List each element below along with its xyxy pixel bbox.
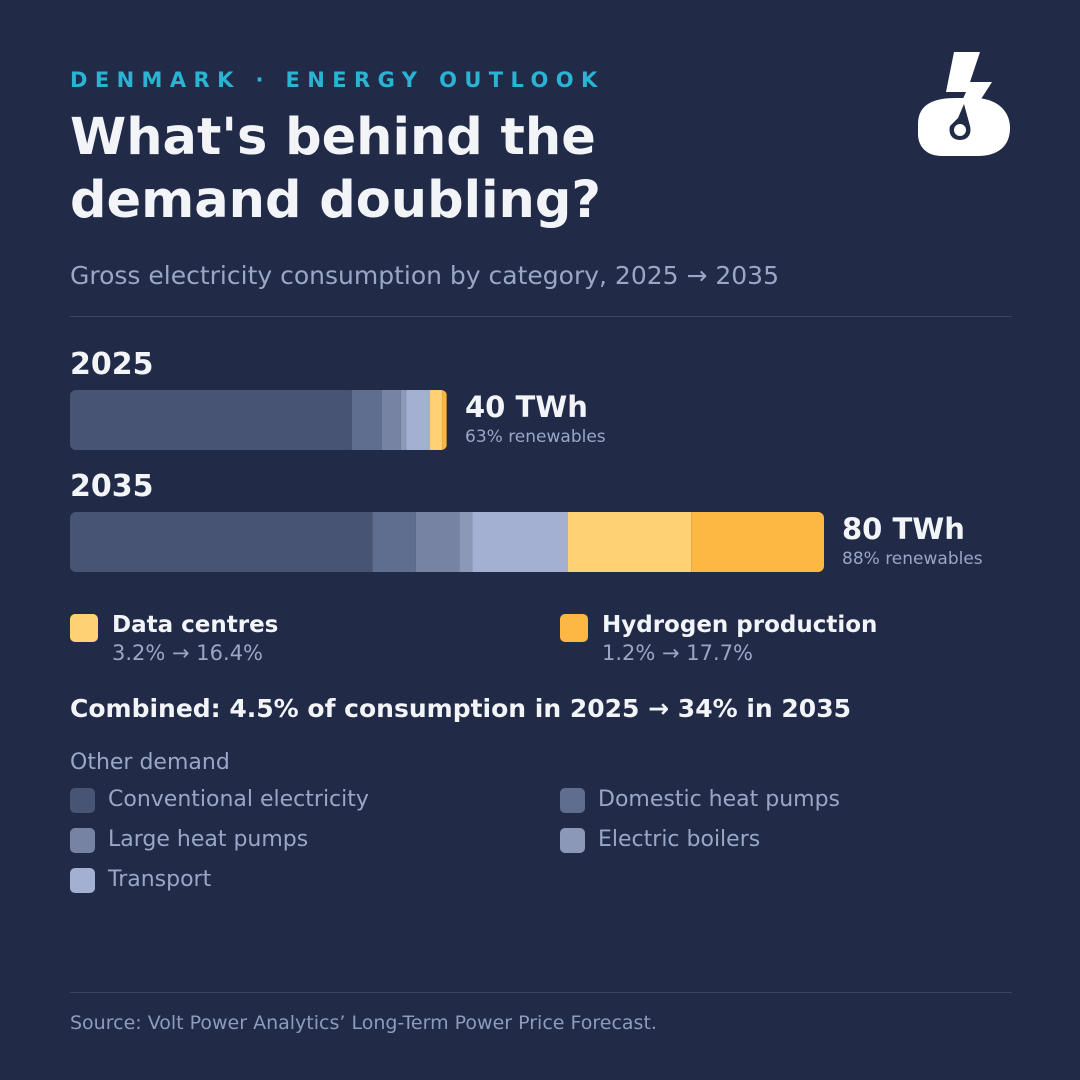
bar-segment-domestic-heat-pumps-2025 bbox=[351, 390, 382, 450]
bar-segment-hydrogen-production-2035 bbox=[691, 512, 824, 572]
legend-swatch-transport bbox=[70, 868, 95, 893]
legend-label-transport: Transport bbox=[108, 867, 212, 892]
bar-segment-large-heat-pumps-2035 bbox=[415, 512, 460, 572]
legend-swatch-hydrogen-production bbox=[560, 614, 588, 642]
bar-2035 bbox=[70, 512, 824, 572]
legend-change-hydrogen-production: 1.2% → 17.7% bbox=[602, 641, 754, 665]
total-label-2035: 80 TWh bbox=[842, 512, 965, 546]
legend-swatch-conventional-electricity bbox=[70, 788, 95, 813]
bar-segment-data-centres-2025 bbox=[430, 390, 443, 450]
legend-label-conventional-electricity: Conventional electricity bbox=[108, 787, 369, 812]
bar-2025 bbox=[70, 390, 447, 450]
bar-segment-hydrogen-production-2025 bbox=[442, 390, 447, 450]
bar-segment-domestic-heat-pumps-2035 bbox=[372, 512, 416, 572]
bar-segment-conventional-electricity-2025 bbox=[70, 390, 352, 450]
year-label-2025: 2025 bbox=[70, 347, 154, 382]
lightning-bolt-logo-icon bbox=[918, 52, 1010, 156]
legend-label-data-centres: Data centres bbox=[112, 612, 279, 638]
legend-swatch-electric-boilers bbox=[560, 828, 585, 853]
legend-label-large-heat-pumps: Large heat pumps bbox=[108, 827, 309, 852]
stacked-bar-chart: 2025 40 TWh 63% renewables 2035 80 TWh 88% re… bbox=[70, 347, 983, 572]
bar-segment-large-heat-pumps-2025 bbox=[381, 390, 401, 450]
footer-divider bbox=[70, 992, 1012, 993]
legend-label-electric-boilers: Electric boilers bbox=[598, 827, 761, 852]
year-label-2035: 2035 bbox=[70, 469, 154, 504]
bar-segment-transport-2035 bbox=[472, 512, 568, 572]
chart-subtitle: Gross electricity consumption by categor… bbox=[70, 261, 779, 290]
bar-segment-data-centres-2035 bbox=[567, 512, 692, 572]
bar-segment-electric-boilers-2035 bbox=[459, 512, 473, 572]
bar-segment-electric-boilers-2025 bbox=[400, 390, 407, 450]
legend-change-data-centres: 3.2% → 16.4% bbox=[112, 641, 264, 665]
renewables-label-2025: 63% renewables bbox=[465, 427, 606, 447]
combined-summary: Combined: 4.5% of consumption in 2025 → … bbox=[70, 694, 851, 723]
total-label-2025: 40 TWh bbox=[465, 390, 588, 424]
legend-label-hydrogen-production: Hydrogen production bbox=[602, 612, 878, 638]
renewables-label-2035: 88% renewables bbox=[842, 549, 983, 569]
legend-label-domestic-heat-pumps: Domestic heat pumps bbox=[598, 787, 840, 812]
legend-swatch-large-heat-pumps bbox=[70, 828, 95, 853]
divider bbox=[70, 316, 1012, 317]
source-note: Source: Volt Power Analytics’ Long-Term … bbox=[70, 1012, 657, 1034]
eyebrow-label: DENMARK · ENERGY OUTLOOK bbox=[70, 68, 605, 92]
legend-swatch-data-centres bbox=[70, 614, 98, 642]
bar-segment-conventional-electricity-2035 bbox=[70, 512, 373, 572]
legend-swatch-domestic-heat-pumps bbox=[560, 788, 585, 813]
other-demand-heading: Other demand bbox=[70, 750, 230, 775]
page-title: What's behind the demand doubling? bbox=[70, 108, 601, 230]
bar-segment-transport-2025 bbox=[406, 390, 431, 450]
